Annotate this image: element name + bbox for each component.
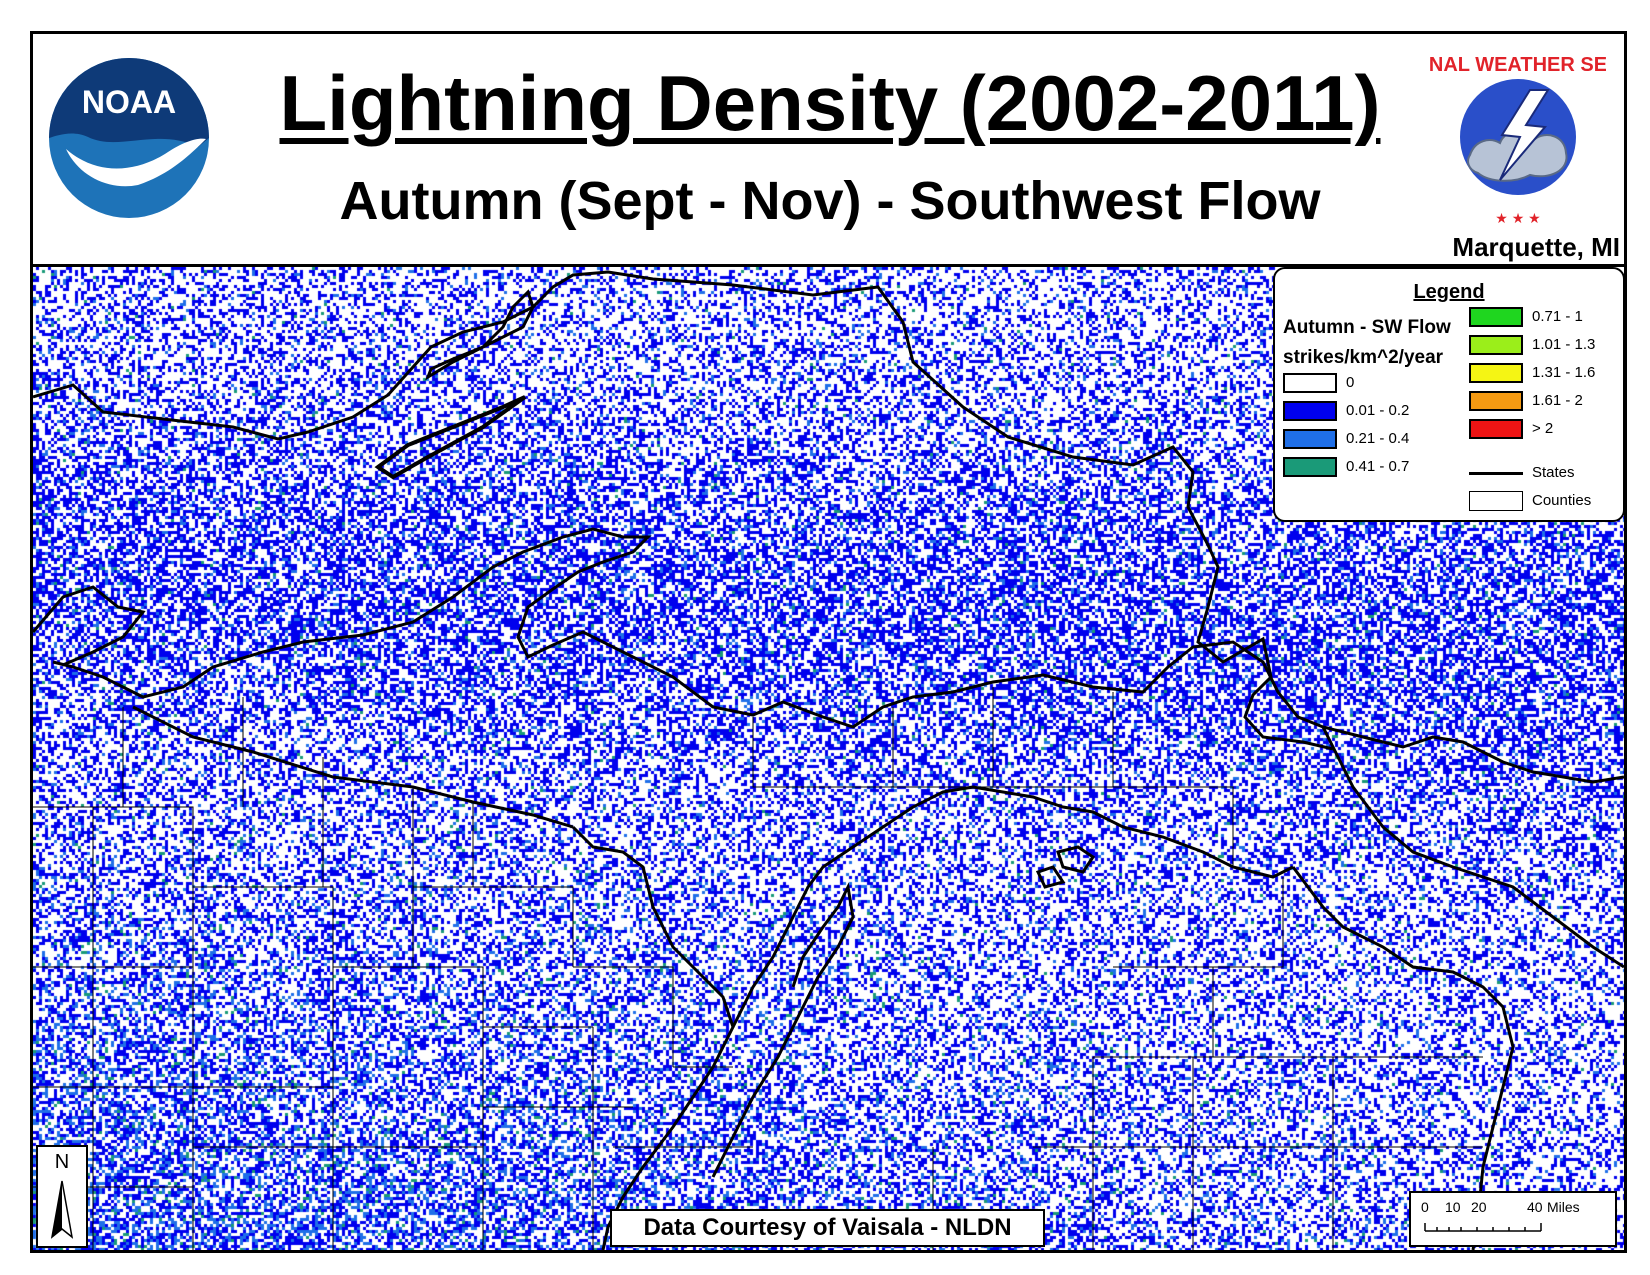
county-lines bbox=[33, 687, 1483, 1250]
legend-class-label: 0.71 - 1 bbox=[1532, 308, 1583, 325]
north-arrow-label: N bbox=[54, 1151, 70, 1173]
boundary-overlay bbox=[33, 270, 1624, 1250]
legend-swatch bbox=[1469, 419, 1523, 439]
legend-class-label: 0 bbox=[1346, 374, 1355, 391]
lake-huron-shore bbox=[1321, 726, 1624, 969]
legend-swatch bbox=[1469, 307, 1523, 327]
page-title: Lightning Density (2002-2011) bbox=[279, 59, 1381, 147]
michigan-east-shore bbox=[1291, 866, 1515, 1250]
header-panel bbox=[30, 31, 1627, 267]
scale-tick-10: 10 bbox=[1445, 1199, 1461, 1215]
legend-layer-name: Autumn - SW Flow bbox=[1283, 317, 1451, 338]
office-label: Marquette, MI bbox=[1452, 232, 1620, 262]
legend-class-label: 1.01 - 1.3 bbox=[1532, 336, 1596, 353]
legend-class-label: > 2 bbox=[1532, 420, 1554, 437]
legend-title: Legend bbox=[1413, 281, 1485, 303]
noaa-logo-text: NOAA bbox=[82, 84, 176, 120]
counties-swatch bbox=[1469, 491, 1523, 511]
legend-states-label: States bbox=[1532, 464, 1575, 481]
scale-tick-0: 0 bbox=[1421, 1199, 1429, 1215]
data-courtesy: Data Courtesy of Vaisala - NLDN bbox=[610, 1209, 1045, 1247]
state-line-mn-wi bbox=[33, 585, 146, 667]
north-arrow-icon bbox=[50, 1180, 74, 1239]
legend-class-label: 1.61 - 2 bbox=[1532, 392, 1583, 409]
nipigon-shore bbox=[425, 289, 535, 381]
lake-michigan-shore bbox=[571, 825, 735, 1250]
legend-swatch bbox=[1283, 457, 1337, 477]
legend-swatch bbox=[1469, 363, 1523, 383]
superior-south-shore bbox=[52, 527, 1624, 784]
legend-swatch bbox=[1283, 401, 1337, 421]
state-line-wi-mi bbox=[132, 705, 574, 829]
legend-class-label: 0.41 - 0.7 bbox=[1346, 458, 1410, 475]
nws-logo: NATIONAL WEATHER SERVICE ★ ★ ★ bbox=[1430, 53, 1606, 226]
legend-counties-label: Counties bbox=[1532, 492, 1592, 509]
north-arrow: N bbox=[36, 1145, 88, 1248]
north-island bbox=[1035, 865, 1066, 889]
noaa-logo: NOAA bbox=[49, 58, 209, 218]
legend-swatch bbox=[1469, 335, 1523, 355]
isle-royale bbox=[374, 395, 527, 480]
legend-class-label: 1.31 - 1.6 bbox=[1532, 364, 1596, 381]
door-peninsula bbox=[711, 882, 855, 1178]
scale-bar-line bbox=[1424, 1223, 1542, 1232]
nws-logo-text: NATIONAL WEATHER SERVICE bbox=[1430, 54, 1606, 76]
legend-class-label: 0.01 - 0.2 bbox=[1346, 402, 1410, 419]
page-subtitle: Autumn (Sept - Nov) - Southwest Flow bbox=[339, 171, 1321, 231]
nws-logo-stars: ★ ★ ★ bbox=[1495, 210, 1540, 226]
legend-swatch bbox=[1283, 373, 1337, 393]
scale-bar: 0 10 20 40 Miles bbox=[1409, 1191, 1617, 1247]
states-line-swatch bbox=[1469, 472, 1523, 475]
scale-tick-20: 20 bbox=[1471, 1199, 1487, 1215]
superior-north-shore bbox=[33, 270, 1334, 751]
legend-units: strikes/km^2/year bbox=[1283, 347, 1444, 368]
scale-unit: Miles bbox=[1547, 1199, 1580, 1215]
map-legend: Legend Autumn - SW Flow strikes/km^2/yea… bbox=[1273, 267, 1625, 522]
legend-swatch bbox=[1469, 391, 1523, 411]
legend-class-label: 0.21 - 0.4 bbox=[1346, 430, 1410, 447]
scale-tick-40: 40 bbox=[1527, 1199, 1543, 1215]
legend-swatch bbox=[1283, 429, 1337, 449]
beaver-island bbox=[1056, 845, 1096, 874]
